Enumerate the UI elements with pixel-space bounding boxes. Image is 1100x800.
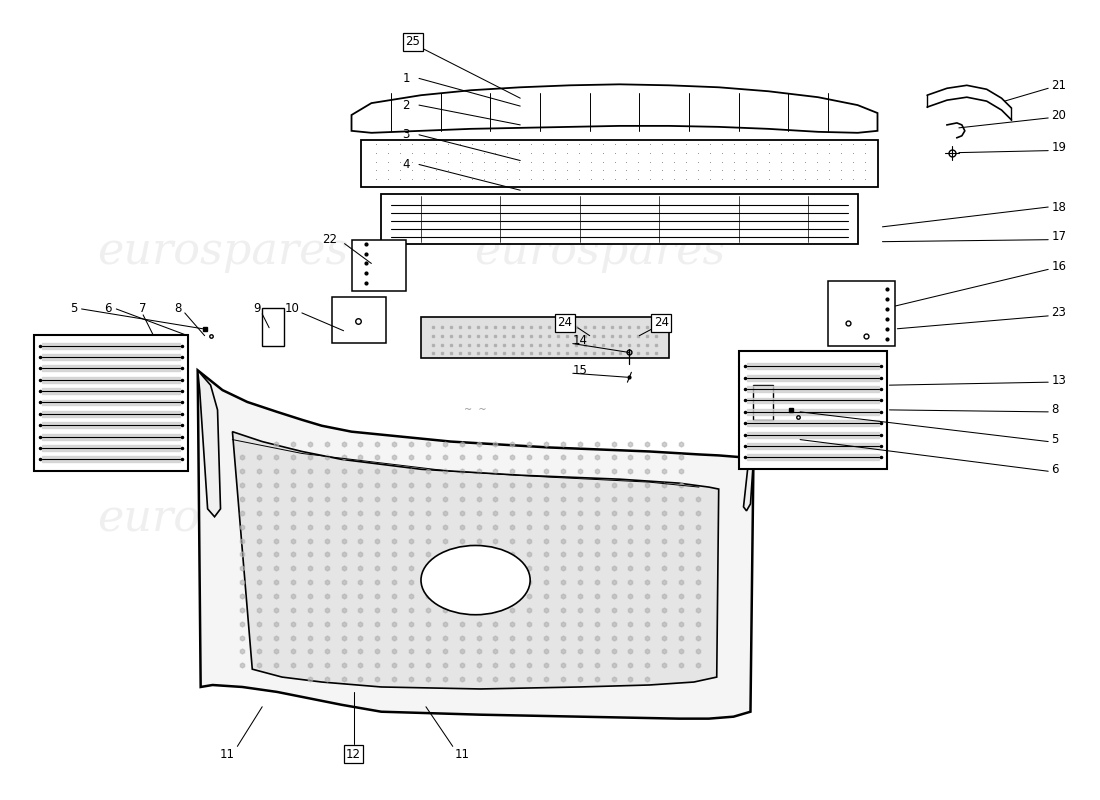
- FancyBboxPatch shape: [362, 140, 878, 187]
- Polygon shape: [232, 432, 718, 689]
- Polygon shape: [198, 370, 220, 517]
- Text: 9: 9: [253, 302, 261, 315]
- Text: 14: 14: [572, 334, 587, 347]
- Text: 21: 21: [1052, 79, 1066, 92]
- Text: 7: 7: [140, 302, 147, 315]
- Text: 16: 16: [1052, 260, 1066, 273]
- FancyBboxPatch shape: [738, 350, 888, 470]
- Text: 11: 11: [455, 748, 470, 761]
- Text: 1: 1: [403, 72, 410, 85]
- FancyBboxPatch shape: [382, 194, 858, 244]
- FancyBboxPatch shape: [421, 317, 669, 358]
- Text: 4: 4: [403, 158, 410, 171]
- FancyBboxPatch shape: [332, 297, 386, 342]
- Text: 19: 19: [1052, 141, 1066, 154]
- Text: 17: 17: [1052, 230, 1066, 243]
- Text: 3: 3: [403, 128, 410, 142]
- Text: 2: 2: [403, 98, 410, 112]
- Polygon shape: [198, 370, 754, 718]
- Text: 6: 6: [104, 302, 112, 315]
- Text: 23: 23: [1052, 306, 1066, 319]
- Text: 13: 13: [1052, 374, 1066, 386]
- Text: eurospares: eurospares: [97, 497, 349, 540]
- Text: 15: 15: [572, 364, 587, 377]
- Text: eurospares: eurospares: [474, 497, 725, 540]
- Text: 22: 22: [322, 233, 338, 246]
- Polygon shape: [744, 459, 754, 511]
- FancyBboxPatch shape: [754, 385, 773, 420]
- Polygon shape: [352, 84, 878, 133]
- Text: 5: 5: [1052, 433, 1058, 446]
- Text: 12: 12: [346, 748, 361, 761]
- Text: 25: 25: [406, 35, 420, 48]
- Text: 8: 8: [1052, 403, 1058, 416]
- FancyBboxPatch shape: [828, 282, 895, 346]
- Text: 24: 24: [653, 316, 669, 330]
- Text: eurospares: eurospares: [474, 230, 725, 273]
- Ellipse shape: [421, 546, 530, 614]
- Text: 8: 8: [174, 302, 182, 315]
- Text: 18: 18: [1052, 201, 1066, 214]
- Text: eurospares: eurospares: [97, 230, 349, 273]
- Text: 11: 11: [220, 748, 235, 761]
- Text: 6: 6: [1052, 462, 1058, 476]
- Text: 5: 5: [70, 302, 77, 315]
- Text: 20: 20: [1052, 109, 1066, 122]
- Text: 10: 10: [285, 302, 299, 315]
- FancyBboxPatch shape: [34, 334, 188, 471]
- Text: 24: 24: [558, 316, 572, 330]
- Text: ~  ~: ~ ~: [464, 405, 487, 415]
- FancyBboxPatch shape: [262, 308, 284, 346]
- FancyBboxPatch shape: [352, 240, 406, 291]
